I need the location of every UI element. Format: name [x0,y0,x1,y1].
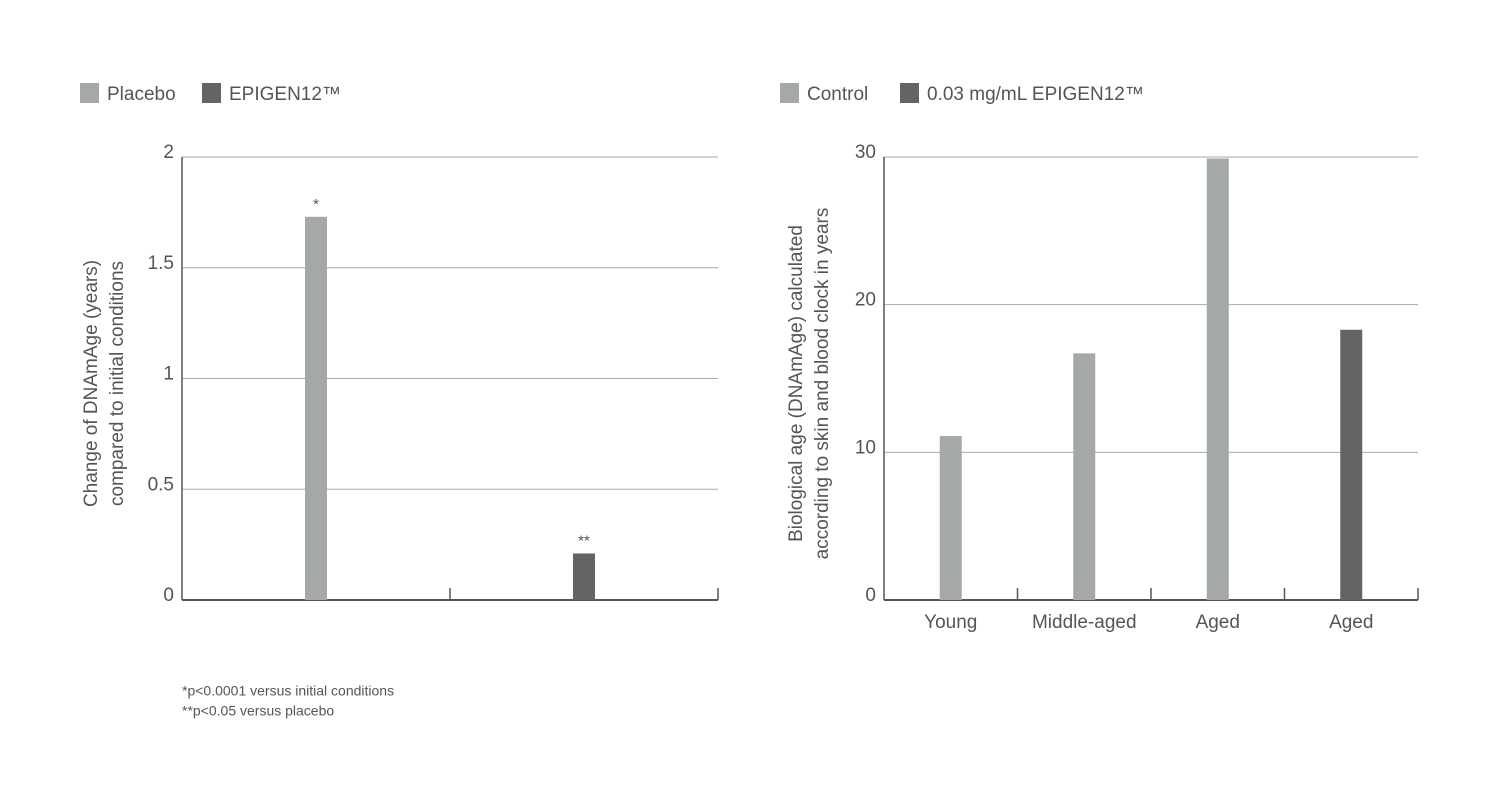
y-tick-label: 0 [163,585,174,606]
legend-label: EPIGEN12™ [229,84,341,105]
legend-swatch [202,83,221,103]
bar [305,216,327,600]
x-tick-label: Aged [1329,612,1373,633]
y-tick-label: 0.5 [148,474,174,495]
x-tick-label: Young [924,612,977,633]
legend-label: 0.03 mg/mL EPIGEN12™ [927,84,1144,105]
footnote: *p<0.0001 versus initial conditions [182,683,394,699]
footnote: **p<0.05 versus placebo [182,703,334,719]
x-tick-label: Middle-aged [1032,612,1137,633]
legend-swatch [80,83,99,103]
significance-marker: * [313,196,319,213]
legend-label: Control [807,84,868,105]
bar [1206,158,1229,600]
y-tick-label: 30 [855,142,876,163]
bar [939,436,962,600]
y-axis-label: compared to initial conditions [107,261,128,506]
y-axis-label: according to skin and blood clock in yea… [812,208,833,560]
significance-marker: ** [578,532,590,549]
legend-label: Placebo [107,84,176,105]
legend-swatch [900,83,919,103]
bar [1340,329,1363,600]
y-tick-label: 0 [865,585,876,606]
y-axis-label: Change of DNAmAge (years) [81,260,102,507]
bar [1073,353,1096,600]
y-tick-label: 1.5 [148,253,174,274]
y-tick-label: 2 [163,142,174,163]
bar [573,553,595,600]
y-tick-label: 1 [163,364,174,385]
y-axis-label: Biological age (DNAmAge) calculated [786,225,807,542]
legend-swatch [780,83,799,103]
y-tick-label: 10 [855,437,876,458]
y-tick-label: 20 [855,290,876,311]
x-tick-label: Aged [1196,612,1240,633]
